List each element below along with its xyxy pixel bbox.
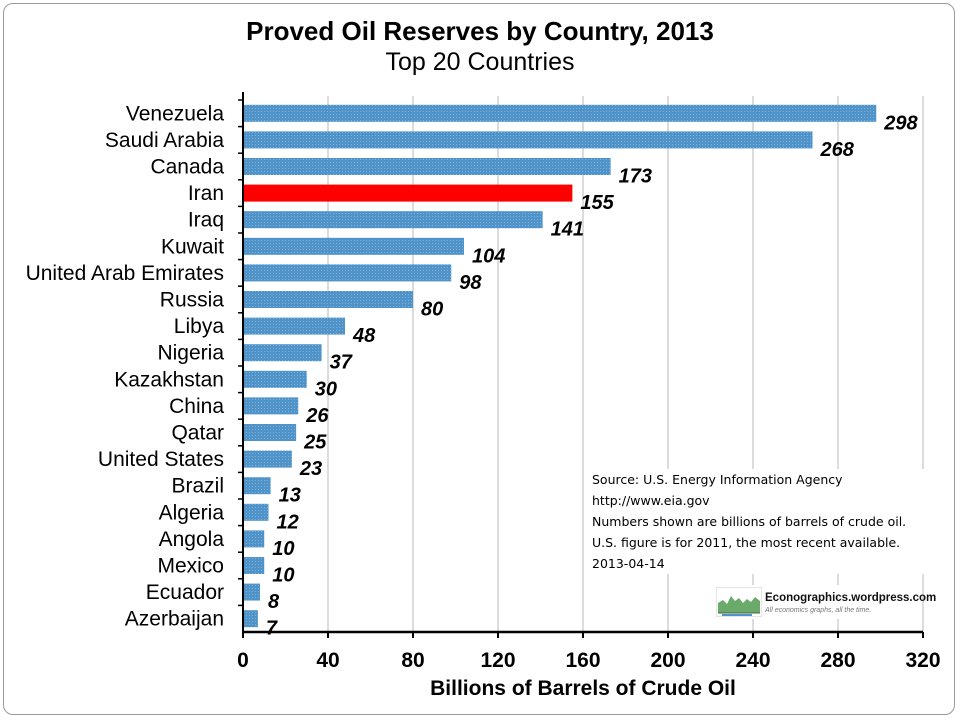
econographics-logo: Econographics.wordpress.com All economic… bbox=[716, 585, 936, 619]
category-label: Iran bbox=[188, 182, 224, 205]
value-label: 8 bbox=[268, 591, 280, 613]
bar-ecuador bbox=[244, 583, 260, 601]
source-url: http://www.eia.gov bbox=[592, 493, 710, 508]
value-label: 141 bbox=[551, 219, 584, 241]
category-label: Libya bbox=[174, 315, 225, 338]
source-line: Source: U.S. Energy Information Agency bbox=[592, 472, 843, 487]
value-label: 25 bbox=[303, 432, 327, 454]
value-label: 80 bbox=[421, 299, 443, 321]
category-label: Nigeria bbox=[157, 342, 224, 365]
value-label: 7 bbox=[266, 618, 278, 640]
bar-iraq bbox=[244, 211, 543, 229]
value-label: 173 bbox=[619, 166, 652, 188]
category-label: Venezuela bbox=[126, 102, 224, 125]
chart-title: Proved Oil Reserves by Country, 2013 bbox=[246, 16, 714, 46]
x-tick-label: 80 bbox=[401, 649, 424, 672]
category-label: United States bbox=[98, 448, 224, 471]
chart-subtitle: Top 20 Countries bbox=[385, 48, 575, 76]
x-tick-label: 120 bbox=[480, 649, 515, 672]
category-label: Ecuador bbox=[146, 581, 224, 604]
category-label: Russia bbox=[160, 289, 225, 312]
bar-kazakhstan bbox=[244, 370, 307, 388]
value-label: 268 bbox=[820, 139, 855, 161]
logo-name: Econographics.wordpress.com bbox=[765, 592, 937, 604]
x-tick-label: 40 bbox=[316, 649, 339, 672]
category-label: Algeria bbox=[159, 501, 225, 524]
bar-azerbaijan bbox=[244, 610, 258, 628]
value-label: 23 bbox=[299, 458, 322, 480]
source-units-note: Numbers shown are billions of barrels of… bbox=[592, 514, 907, 529]
category-label: Qatar bbox=[171, 422, 224, 445]
bar-canada bbox=[244, 158, 611, 175]
value-label: 12 bbox=[277, 511, 299, 533]
bar-kuwait bbox=[244, 237, 464, 255]
category-label: Saudi Arabia bbox=[105, 129, 224, 152]
x-tick-label: 160 bbox=[565, 649, 600, 672]
category-label: Mexico bbox=[157, 555, 224, 578]
value-label: 37 bbox=[330, 352, 353, 374]
x-tick-label: 320 bbox=[905, 649, 940, 672]
bar-angola bbox=[244, 530, 265, 548]
category-label: Azerbaijan bbox=[125, 608, 224, 631]
category-label: Kuwait bbox=[161, 235, 224, 258]
bar-mexico bbox=[244, 557, 265, 574]
category-label: Kazakhstan bbox=[114, 368, 224, 391]
axes bbox=[238, 92, 924, 638]
x-tick-labels: 0 40 80 120 160 200 240 280 320 bbox=[237, 649, 940, 672]
category-label: Iraq bbox=[188, 209, 224, 232]
value-label: 30 bbox=[315, 378, 337, 400]
x-tick-label: 280 bbox=[820, 649, 855, 672]
bar-algeria bbox=[244, 503, 269, 521]
category-label: China bbox=[169, 395, 224, 418]
category-label: United Arab Emirates bbox=[26, 262, 224, 285]
x-tick-label: 240 bbox=[735, 649, 770, 672]
bars bbox=[244, 104, 877, 628]
category-label: Brazil bbox=[171, 475, 224, 498]
bar-libya bbox=[244, 317, 345, 335]
bar-united-states bbox=[244, 450, 292, 468]
bar-nigeria bbox=[244, 344, 322, 362]
bar-saudi-arabia bbox=[244, 131, 813, 149]
bar-qatar bbox=[244, 424, 297, 441]
source-date: 2013-04-14 bbox=[592, 556, 665, 571]
value-label: 10 bbox=[272, 565, 294, 587]
bar-russia bbox=[244, 291, 413, 308]
value-label: 98 bbox=[459, 272, 482, 294]
value-label: 10 bbox=[272, 538, 294, 560]
bar-brazil bbox=[244, 477, 271, 495]
value-label: 155 bbox=[580, 192, 614, 214]
value-label: 13 bbox=[279, 485, 301, 507]
bar-iran bbox=[244, 184, 573, 202]
logo-graph-icon bbox=[716, 587, 762, 617]
value-label: 48 bbox=[352, 325, 376, 347]
category-labels: Venezuela Saudi Arabia Canada Iran Iraq Kuwai… bbox=[26, 102, 225, 630]
bar-china bbox=[244, 397, 299, 415]
x-axis-label: Billions of Barrels of Crude Oil bbox=[430, 677, 736, 700]
value-label: 298 bbox=[883, 112, 918, 134]
x-tick-label: 0 bbox=[237, 649, 249, 672]
logo-tagline: All economics graphs, all the time. bbox=[765, 607, 872, 614]
value-label: 26 bbox=[305, 405, 329, 427]
source-note: Source: U.S. Energy Information Agency h… bbox=[592, 469, 932, 574]
source-us-note: U.S. figure is for 2011, the most recent… bbox=[592, 535, 901, 550]
value-label: 104 bbox=[472, 245, 505, 267]
category-label: Angola bbox=[159, 528, 225, 551]
x-tick-label: 200 bbox=[650, 649, 685, 672]
bar-united-arab-emirates bbox=[244, 264, 452, 282]
bar-venezuela bbox=[244, 104, 877, 122]
category-label: Canada bbox=[150, 156, 224, 179]
